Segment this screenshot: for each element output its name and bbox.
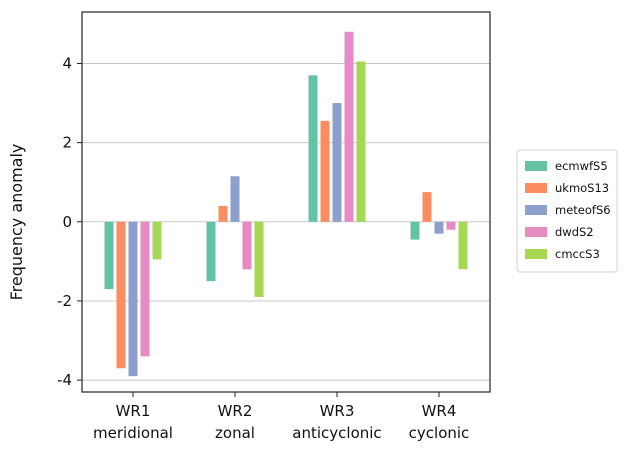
y-tick-label: 2 — [62, 134, 72, 152]
legend-swatch-ecmwfS5 — [525, 161, 547, 171]
legend-label-cmccS3: cmccS3 — [555, 247, 600, 261]
legend-swatch-meteofS6 — [525, 205, 547, 215]
x-tick-label-code: WR2 — [218, 402, 253, 420]
x-tick-label-name: cyclonic — [409, 424, 470, 442]
bar-meteofS6 — [128, 221, 138, 377]
legend-box — [516, 149, 618, 273]
x-axis: WR1 meridional WR2 zonal WR3 anticyclonic WR4 c… — [93, 392, 469, 442]
bar-dwdS2 — [140, 221, 150, 357]
y-axis-title: Frequency anomaly — [7, 144, 26, 301]
x-tick-label-code: WR3 — [320, 402, 355, 420]
x-tick-label-code: WR1 — [116, 402, 151, 420]
bar-ukmoS13 — [422, 192, 432, 222]
bar-cmccS3 — [254, 221, 264, 297]
legend: ecmwfS5 ukmoS13 meteofS6 dwdS2 cmccS3 — [516, 149, 618, 273]
bar-dwdS2 — [446, 221, 456, 230]
y-tick-label: 0 — [62, 213, 72, 231]
legend-label-meteofS6: meteofS6 — [555, 203, 611, 217]
bar-dwdS2 — [344, 31, 354, 222]
legend-label-ecmwfS5: ecmwfS5 — [555, 159, 608, 173]
bar-dwdS2 — [242, 221, 252, 270]
bar-cmccS3 — [152, 221, 162, 260]
bar-ecmwfS5 — [410, 221, 420, 240]
gridlines — [82, 62, 490, 381]
bar-meteofS6 — [434, 221, 444, 234]
bar-ukmoS13 — [116, 221, 126, 369]
y-axis: -4 -2 0 2 4 — [57, 54, 82, 389]
bars — [104, 31, 468, 377]
legend-swatch-dwdS2 — [525, 227, 547, 237]
y-tick-label: 4 — [62, 54, 72, 72]
bar-ecmwfS5 — [308, 75, 318, 222]
bar-cmccS3 — [458, 221, 468, 270]
bar-meteofS6 — [230, 176, 240, 222]
legend-label-dwdS2: dwdS2 — [555, 225, 594, 239]
bar-ecmwfS5 — [206, 221, 216, 282]
x-tick-label-code: WR4 — [422, 402, 457, 420]
legend-swatch-cmccS3 — [525, 249, 547, 259]
x-tick-label-name: meridional — [93, 424, 173, 442]
plot-frame — [81, 11, 491, 393]
legend-swatch-ukmoS13 — [525, 183, 547, 193]
x-tick-label-name: zonal — [215, 424, 255, 442]
y-tick-label: -2 — [57, 292, 72, 310]
bar-meteofS6 — [332, 103, 342, 222]
y-tick-label: -4 — [57, 371, 72, 389]
bar-cmccS3 — [356, 61, 366, 222]
legend-label-ukmoS13: ukmoS13 — [555, 181, 609, 195]
bar-ukmoS13 — [218, 205, 228, 222]
x-tick-label-name: anticyclonic — [292, 424, 381, 442]
bar-ukmoS13 — [320, 120, 330, 222]
bar-ecmwfS5 — [104, 221, 114, 290]
